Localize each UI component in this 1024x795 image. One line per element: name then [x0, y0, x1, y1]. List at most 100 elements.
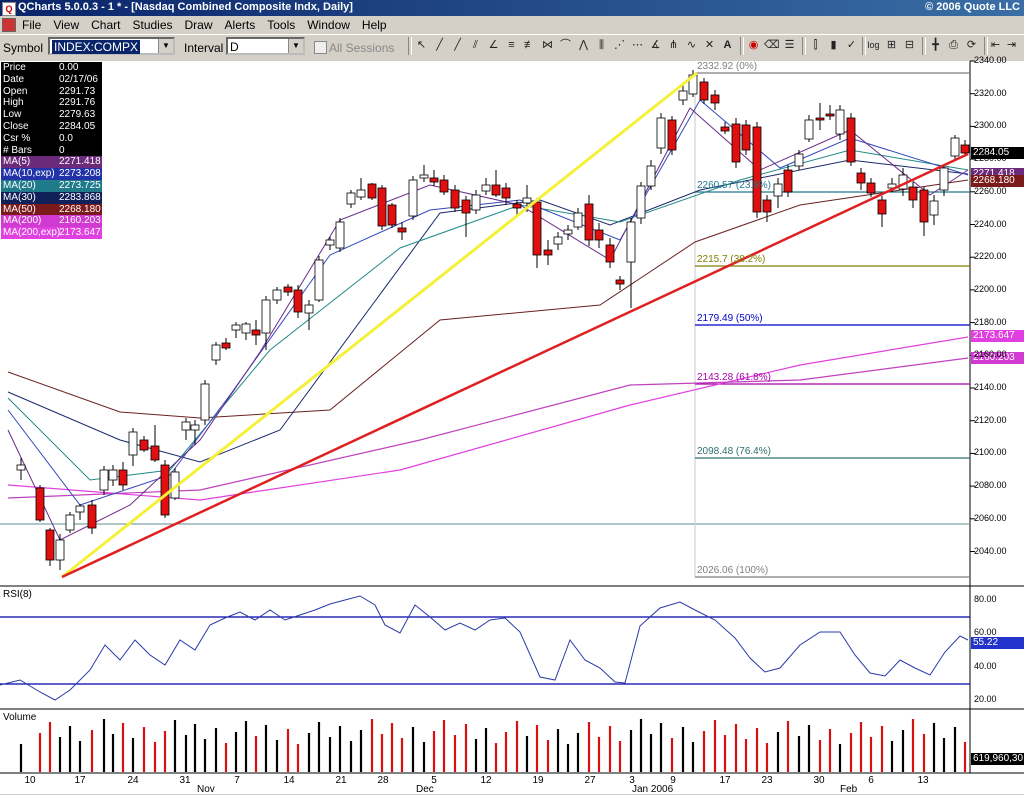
fib-tool-icon[interactable]: ≡ [508, 39, 515, 51]
fib-level-label: 2098.48 (76.4%) [697, 446, 771, 457]
candle-body [950, 137, 960, 157]
info-key: Open [3, 85, 28, 97]
candle-chart-icon[interactable]: ▮ [830, 39, 837, 51]
price-tick: 2080.00 [974, 480, 1007, 491]
speed-tool-icon[interactable]: ⋰ [614, 39, 625, 51]
info-value: 2273.725 [59, 179, 101, 191]
x-day-label: 10 [24, 775, 36, 786]
regression-tool-icon[interactable]: ⋯ [632, 39, 643, 51]
record-icon[interactable]: ◉ [748, 39, 759, 51]
info-value: 2173.647 [59, 227, 101, 239]
candle-body [481, 184, 491, 192]
andrews-tool-icon[interactable]: ⋔ [668, 39, 679, 51]
ma30-line [7, 159, 969, 463]
menu-window[interactable]: Window [307, 18, 350, 32]
candle-body [87, 504, 97, 529]
scroll-start-icon[interactable]: ⇤ [990, 39, 1001, 51]
info-value: 0 [59, 144, 65, 156]
symbol-combo[interactable]: INDEX:COMPX ▼ [48, 37, 175, 55]
chevron-down-icon[interactable]: ▼ [158, 39, 173, 53]
x-day-label: 17 [74, 775, 86, 786]
angle-tool-icon[interactable]: ∡ [650, 39, 661, 51]
candle-body [367, 183, 377, 199]
scroll-end-icon[interactable]: ⇥ [1006, 39, 1017, 51]
text-tool-icon[interactable]: A [723, 39, 732, 51]
toolbar-separator [802, 37, 806, 55]
menu-view[interactable]: View [53, 18, 80, 32]
candle-body [251, 329, 261, 336]
chart-area[interactable] [0, 61, 1024, 794]
info-key: MA(20) [3, 179, 36, 191]
candle-body [200, 383, 210, 421]
doc-icon[interactable] [2, 18, 16, 32]
channel-tool-icon[interactable]: ⫽ [473, 39, 478, 51]
menu-draw[interactable]: Draw [184, 18, 213, 32]
properties-icon[interactable]: ☰ [784, 39, 795, 51]
erase-icon[interactable]: ⌫ [764, 39, 780, 51]
trend-tool-icon[interactable]: ∠ [488, 39, 499, 51]
candle-body [532, 201, 542, 256]
wave-tool-icon[interactable]: ∿ [686, 39, 697, 51]
price-tick: 2040.00 [974, 545, 1007, 556]
all-sessions-label: All Sessions [329, 41, 395, 55]
line-tool-icon[interactable]: ╱ [436, 39, 443, 51]
line-chart-icon[interactable]: ✓ [846, 39, 857, 51]
menu-help[interactable]: Help [361, 18, 387, 32]
menu-studies[interactable]: Studies [132, 18, 173, 32]
price-tick: 2120.00 [974, 414, 1007, 425]
x-day-label: 23 [761, 775, 773, 786]
chevron-down-icon[interactable]: ▼ [288, 39, 303, 53]
symbol-value: INDEX:COMPX [52, 40, 141, 54]
ma200-exp-line [7, 336, 969, 501]
fib-ext-tool-icon[interactable]: ≢ [524, 39, 535, 51]
info-key: Low [3, 109, 22, 121]
log-scale-icon[interactable]: log [867, 40, 880, 50]
x-day-label: 28 [377, 775, 389, 786]
candle-body [293, 289, 303, 313]
x-tool-icon[interactable]: ✕ [704, 39, 715, 51]
candle-body [377, 187, 387, 227]
price-tick: 2180.00 [974, 316, 1007, 327]
fan-tool-icon[interactable]: ⋀ [578, 39, 589, 51]
menu-chart[interactable]: Chart [91, 18, 121, 32]
title-bar: Q QCharts 5.0.0.3 - 1 * - [Nasdaq Combin… [0, 0, 1024, 16]
x-day-label: 6 [868, 775, 874, 786]
candle-body [699, 81, 709, 101]
crosshair-icon[interactable]: ╋ [932, 39, 939, 51]
all-sessions-checkbox[interactable] [314, 41, 327, 54]
candle-body [615, 279, 625, 285]
interval-combo[interactable]: D ▼ [226, 37, 305, 55]
app-icon: Q [2, 2, 16, 16]
info-key: MA(200) [3, 215, 42, 227]
price-tick: 2280.00 [974, 153, 1007, 164]
info-value: 2271.418 [59, 156, 101, 168]
candle-body [35, 487, 45, 521]
price-tick: 2060.00 [974, 512, 1007, 523]
ray-tool-icon[interactable]: ╱ [454, 39, 461, 51]
zoom-in-icon[interactable]: ⊞ [886, 39, 897, 51]
refresh-icon[interactable]: ⟳ [966, 39, 977, 51]
gann-tool-icon[interactable]: ⋈ [542, 39, 553, 51]
x-day-label: 17 [719, 775, 731, 786]
candle-body [397, 227, 407, 233]
candle-body [877, 199, 887, 215]
candle-body [762, 199, 772, 213]
zoom-out-icon[interactable]: ⊟ [904, 39, 915, 51]
arc-tool-icon[interactable]: ⌒ [560, 39, 571, 51]
info-row: High 2291.76 [1, 97, 102, 110]
info-key: MA(50) [3, 203, 36, 215]
bar-chart-icon[interactable]: ⫿ [813, 39, 818, 51]
info-row: Low 2279.63 [1, 109, 102, 121]
cycle-tool-icon[interactable]: ⫼ [598, 39, 605, 51]
print-icon[interactable]: ⎙ [949, 39, 958, 51]
menu-tools[interactable]: Tools [267, 18, 296, 32]
fib-level-label: 2143.28 (61.8%) [697, 372, 771, 383]
menu-alerts[interactable]: Alerts [224, 18, 256, 32]
pointer-tool-icon[interactable]: ↖ [416, 39, 427, 51]
candle-body [731, 123, 741, 163]
candle-body [584, 203, 594, 241]
info-value: 2160.203 [59, 215, 101, 227]
x-day-label: 24 [127, 775, 139, 786]
menu-file[interactable]: File [22, 18, 42, 32]
